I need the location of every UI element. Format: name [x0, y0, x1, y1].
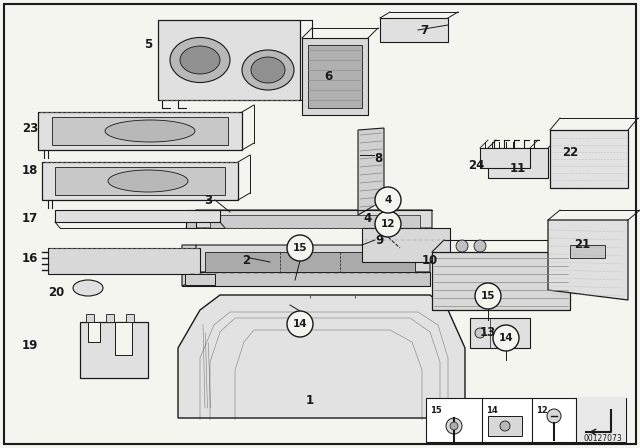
- Text: 14: 14: [292, 319, 307, 329]
- Text: 5: 5: [144, 38, 152, 51]
- Polygon shape: [432, 252, 570, 310]
- Polygon shape: [52, 117, 228, 145]
- Polygon shape: [42, 162, 238, 200]
- Text: 7: 7: [420, 23, 428, 36]
- Polygon shape: [308, 45, 362, 108]
- Polygon shape: [358, 128, 384, 215]
- Text: 14: 14: [499, 333, 513, 343]
- Polygon shape: [380, 18, 448, 42]
- Circle shape: [475, 328, 485, 338]
- Text: 10: 10: [422, 254, 438, 267]
- Text: 13: 13: [480, 326, 496, 339]
- Text: 15: 15: [430, 406, 442, 415]
- Polygon shape: [302, 38, 368, 115]
- Bar: [576, 398, 626, 442]
- Text: 3: 3: [204, 194, 212, 207]
- Text: 12: 12: [536, 406, 548, 415]
- Circle shape: [287, 311, 313, 337]
- Text: 15: 15: [292, 243, 307, 253]
- Polygon shape: [550, 130, 628, 188]
- Circle shape: [375, 211, 401, 237]
- Ellipse shape: [242, 50, 294, 90]
- Text: 18: 18: [22, 164, 38, 177]
- Text: 22: 22: [562, 146, 578, 159]
- Text: 2: 2: [242, 254, 250, 267]
- Bar: [106, 314, 114, 322]
- Text: 11: 11: [510, 161, 526, 175]
- Circle shape: [446, 418, 462, 434]
- Ellipse shape: [180, 46, 220, 74]
- Polygon shape: [182, 272, 430, 286]
- Text: 4: 4: [364, 211, 372, 224]
- Circle shape: [500, 421, 510, 431]
- Circle shape: [375, 187, 401, 213]
- Polygon shape: [186, 210, 432, 228]
- Text: 9: 9: [376, 233, 384, 246]
- Polygon shape: [158, 20, 300, 100]
- Text: 23: 23: [22, 121, 38, 134]
- Polygon shape: [570, 245, 605, 258]
- Polygon shape: [548, 220, 628, 300]
- Polygon shape: [210, 215, 420, 228]
- Text: 24: 24: [468, 159, 484, 172]
- Text: 16: 16: [22, 251, 38, 264]
- Polygon shape: [88, 322, 100, 342]
- Polygon shape: [182, 245, 430, 272]
- Text: 4: 4: [384, 195, 392, 205]
- Text: 1: 1: [306, 393, 314, 406]
- Ellipse shape: [108, 170, 188, 192]
- Polygon shape: [480, 148, 530, 168]
- Circle shape: [450, 422, 458, 430]
- Text: 19: 19: [22, 339, 38, 352]
- Polygon shape: [185, 274, 215, 285]
- Circle shape: [475, 283, 501, 309]
- Polygon shape: [470, 318, 530, 348]
- Polygon shape: [205, 252, 415, 272]
- Polygon shape: [182, 245, 196, 286]
- Circle shape: [287, 235, 313, 261]
- Polygon shape: [115, 322, 132, 355]
- Polygon shape: [488, 148, 548, 178]
- Ellipse shape: [105, 120, 195, 142]
- Polygon shape: [48, 248, 200, 274]
- Polygon shape: [38, 112, 242, 150]
- Bar: [426, 398, 626, 442]
- Polygon shape: [362, 228, 450, 262]
- Bar: [488, 416, 522, 436]
- Text: 12: 12: [381, 219, 396, 229]
- Text: 21: 21: [574, 237, 590, 250]
- Circle shape: [547, 409, 561, 423]
- Bar: [126, 314, 134, 322]
- Text: 17: 17: [22, 211, 38, 224]
- Text: 6: 6: [324, 69, 332, 82]
- Circle shape: [493, 325, 519, 351]
- Circle shape: [474, 240, 486, 252]
- Polygon shape: [80, 322, 148, 378]
- Text: 15: 15: [481, 291, 495, 301]
- Polygon shape: [178, 295, 465, 418]
- Circle shape: [456, 240, 468, 252]
- Polygon shape: [186, 210, 196, 228]
- Bar: [86, 314, 94, 322]
- Ellipse shape: [170, 38, 230, 82]
- Ellipse shape: [73, 280, 103, 296]
- Polygon shape: [55, 167, 225, 195]
- Text: 8: 8: [374, 151, 382, 164]
- Text: 14: 14: [486, 406, 498, 415]
- Polygon shape: [55, 210, 220, 222]
- Text: 20: 20: [48, 285, 64, 298]
- Text: 00127073: 00127073: [583, 434, 622, 443]
- Ellipse shape: [251, 57, 285, 83]
